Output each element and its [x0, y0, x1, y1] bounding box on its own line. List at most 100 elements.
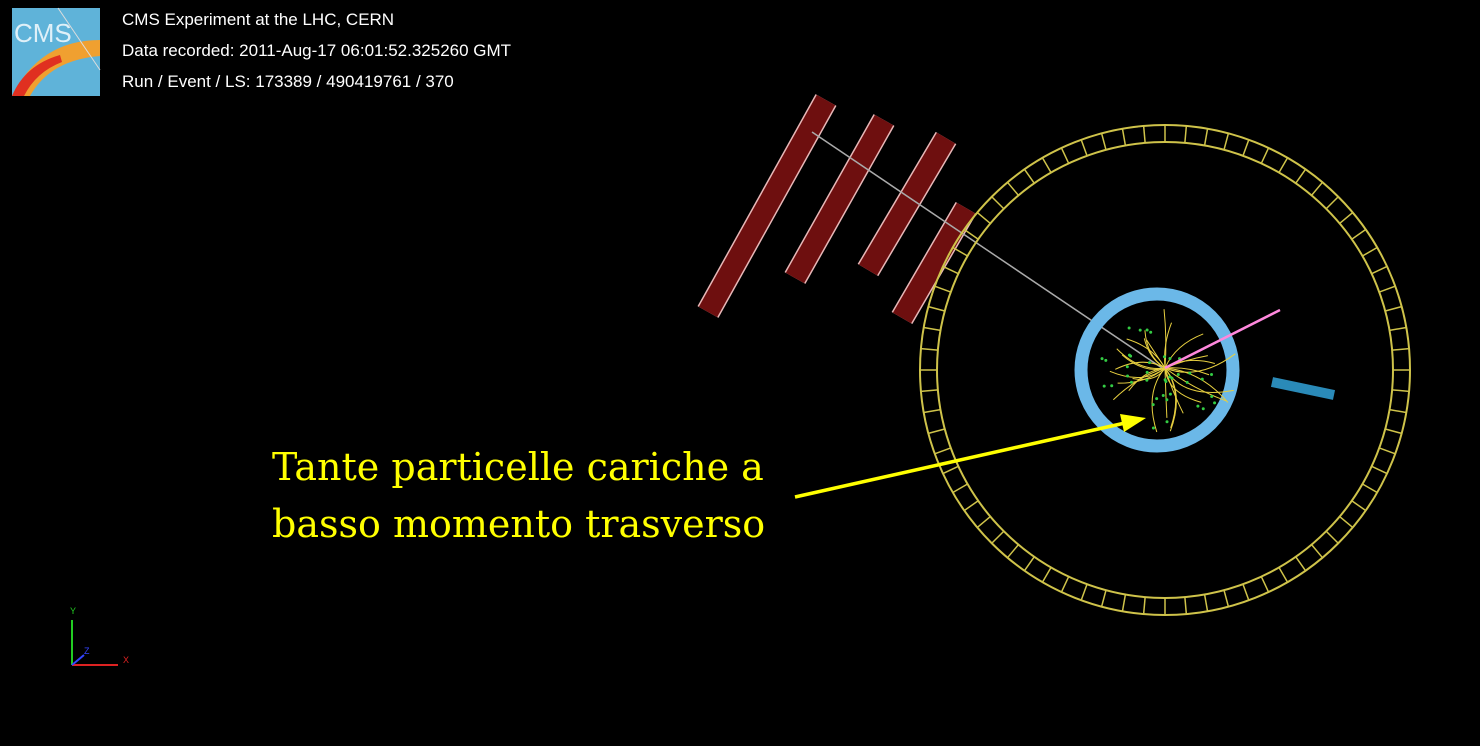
hit — [1126, 374, 1130, 378]
ring-segment — [963, 228, 979, 240]
ring-segment — [952, 483, 968, 494]
ring-segment — [1100, 590, 1107, 607]
hit — [1200, 377, 1204, 381]
ring-segment — [1223, 133, 1230, 150]
track — [1164, 367, 1227, 402]
ring-segment — [1325, 196, 1339, 210]
annotation-line: Tante particelle cariche a — [272, 445, 764, 489]
ring-segment — [991, 196, 1005, 210]
ring-segment — [1278, 567, 1289, 583]
axis-z — [71, 654, 85, 666]
hit — [1138, 328, 1142, 332]
ring-segment — [1260, 147, 1270, 164]
track — [1126, 338, 1166, 369]
ring-segment — [1351, 500, 1367, 512]
info-line: Run / Event / LS: 173389 / 490419761 / 3… — [122, 72, 454, 91]
ring-segment — [1060, 576, 1070, 593]
hit — [1185, 380, 1189, 384]
ring-segment — [1142, 597, 1146, 615]
hit — [1127, 326, 1131, 330]
ring-segment — [1242, 139, 1250, 157]
muon-track — [811, 131, 1166, 371]
ring-segment — [920, 389, 938, 393]
track — [1117, 367, 1166, 384]
info-line: CMS Experiment at the LHC, CERN — [122, 10, 394, 29]
ring-segment — [923, 326, 941, 332]
ring-segment — [1339, 515, 1354, 529]
axes-gizmo: Y X Z — [70, 606, 129, 666]
chamber — [785, 114, 894, 284]
ring-segment — [1295, 556, 1307, 572]
ring-segment — [1023, 168, 1035, 184]
track — [1115, 361, 1166, 370]
hit — [1149, 330, 1153, 334]
hit — [1151, 426, 1155, 430]
track — [1164, 333, 1204, 369]
logo-line — [57, 7, 101, 71]
hit — [1210, 372, 1214, 376]
ring-segment — [1325, 530, 1339, 544]
ring-segment — [1385, 428, 1402, 435]
ring-segment — [1041, 157, 1052, 173]
ring-segment — [1378, 285, 1396, 293]
hit — [1129, 380, 1133, 384]
hit — [1201, 407, 1205, 411]
logo-text: CMS — [14, 18, 72, 48]
hit — [1188, 371, 1192, 375]
ring-segment — [934, 285, 952, 293]
ring-segment — [1060, 147, 1070, 164]
ring-segment — [1203, 128, 1209, 146]
ring-segment — [963, 500, 979, 512]
ring-segment — [976, 211, 991, 225]
ring-segment — [1295, 168, 1307, 184]
ring-segment — [1080, 139, 1088, 157]
axis-label: Z — [84, 646, 90, 656]
hit — [1110, 384, 1114, 388]
ring-segment — [1184, 597, 1188, 615]
ring-segment — [942, 265, 959, 275]
ring-segment — [1260, 576, 1270, 593]
hits — [1100, 326, 1217, 430]
arrow-shaft — [794, 421, 1126, 499]
track — [1163, 309, 1167, 369]
hit — [1148, 361, 1152, 365]
ring-segment — [1100, 133, 1107, 150]
info-line: Data recorded: 2011-Aug-17 06:01:52.3252… — [122, 41, 511, 60]
ring-segment — [928, 305, 945, 312]
ring-segment — [1142, 125, 1146, 143]
ring-segment — [1006, 544, 1020, 559]
track — [1151, 367, 1166, 433]
ring-segment — [1041, 567, 1052, 583]
cms-logo: CMS — [12, 7, 101, 96]
ring-segment — [1121, 128, 1127, 146]
ring-segment — [1121, 594, 1127, 612]
ring-segment — [942, 465, 959, 475]
ring-segment — [1389, 408, 1407, 414]
ring-segment — [1203, 594, 1209, 612]
ring-segment — [991, 530, 1005, 544]
chamber — [858, 132, 956, 276]
track — [1116, 348, 1166, 369]
logo-arc — [12, 40, 100, 96]
hit — [1165, 398, 1169, 402]
ring-segment — [1371, 465, 1388, 475]
ring-segment — [1006, 181, 1020, 196]
hit — [1162, 355, 1166, 359]
annotation-line: basso momento trasverso — [272, 502, 765, 546]
ring-segment — [920, 347, 938, 351]
hit — [1145, 370, 1149, 374]
ring-segment — [1223, 590, 1230, 607]
ring-segment — [1310, 544, 1324, 559]
ring-segment — [976, 515, 991, 529]
hit — [1176, 373, 1180, 377]
ring-segment — [1392, 389, 1410, 393]
electron-track — [1164, 308, 1281, 370]
ring-segment — [923, 408, 941, 414]
hit — [1104, 358, 1108, 362]
track — [1164, 367, 1229, 403]
hit — [1170, 376, 1174, 380]
hit — [1165, 420, 1169, 424]
hit — [1155, 397, 1159, 401]
axis-label: Y — [70, 606, 76, 616]
